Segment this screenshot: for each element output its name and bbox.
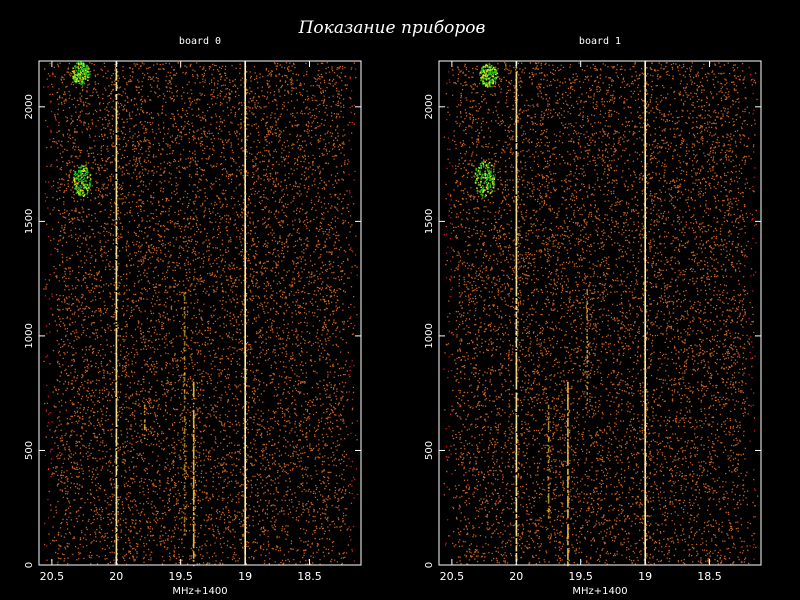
vertical-line-2 bbox=[566, 381, 571, 567]
x-tick-label: 20.5 bbox=[40, 570, 65, 583]
chart-panel-board-1: 20.5 20 19.5 19 18.5 0 500 1000 1500 2000 board 1 M… bbox=[424, 36, 762, 597]
x-axis-label: MHz+1400 bbox=[572, 586, 627, 597]
x-tick-label: 20.5 bbox=[440, 570, 465, 583]
noise-field bbox=[43, 62, 359, 566]
signal-cluster-0 bbox=[479, 63, 499, 88]
plot-frame bbox=[38, 60, 362, 566]
panel-title: board 0 bbox=[179, 36, 221, 47]
noise-field bbox=[443, 62, 759, 566]
x-axis-label: MHz+1400 bbox=[172, 586, 227, 597]
edge-pixels bbox=[43, 66, 359, 562]
x-tick-label: 20 bbox=[109, 570, 123, 583]
noise-pixels bbox=[43, 62, 358, 566]
page-title: Показание приборов bbox=[298, 18, 486, 38]
vertical-line-4 bbox=[547, 404, 551, 519]
x-tick-label: 19.5 bbox=[168, 570, 193, 583]
vertical-line-1 bbox=[643, 61, 648, 565]
vertical-line-3 bbox=[143, 404, 147, 440]
y-tick-label: 1000 bbox=[424, 323, 435, 348]
plot-frame bbox=[438, 60, 762, 566]
x-tick-label: 19 bbox=[638, 570, 652, 583]
edge-pixels bbox=[443, 66, 757, 560]
noise-pixels bbox=[443, 62, 759, 566]
chart-panel-board-0: 20.5 20 19.5 19 18.5 0 500 1000 1500 2000 board 0 M… bbox=[24, 36, 362, 597]
signal-cluster-1 bbox=[474, 161, 496, 198]
y-tick-label: 2000 bbox=[24, 94, 35, 119]
vertical-line-4 bbox=[183, 292, 188, 532]
y-tick-label: 500 bbox=[24, 441, 35, 460]
y-tick-label: 500 bbox=[424, 441, 435, 460]
signal-cluster-0 bbox=[71, 61, 91, 85]
x-tick-label: 18.5 bbox=[297, 570, 322, 583]
y-tick-label: 0 bbox=[424, 562, 435, 568]
x-tick-label: 20 bbox=[509, 570, 523, 583]
vertical-line-3 bbox=[585, 290, 590, 405]
y-tick-label: 0 bbox=[24, 562, 35, 568]
x-tick-label: 19 bbox=[238, 570, 252, 583]
vertical-line-0 bbox=[514, 61, 519, 565]
signal-cluster-1 bbox=[72, 165, 92, 197]
y-tick-label: 2000 bbox=[424, 94, 435, 119]
vertical-line-2 bbox=[192, 381, 197, 567]
x-tick-label: 19.5 bbox=[568, 570, 593, 583]
y-tick-label: 1500 bbox=[24, 209, 35, 234]
panel-title: board 1 bbox=[579, 36, 621, 47]
vertical-line-0 bbox=[114, 61, 119, 565]
vertical-line-1 bbox=[243, 61, 248, 565]
y-tick-label: 1000 bbox=[24, 323, 35, 348]
y-tick-label: 1500 bbox=[424, 209, 435, 234]
x-tick-label: 18.5 bbox=[697, 570, 722, 583]
